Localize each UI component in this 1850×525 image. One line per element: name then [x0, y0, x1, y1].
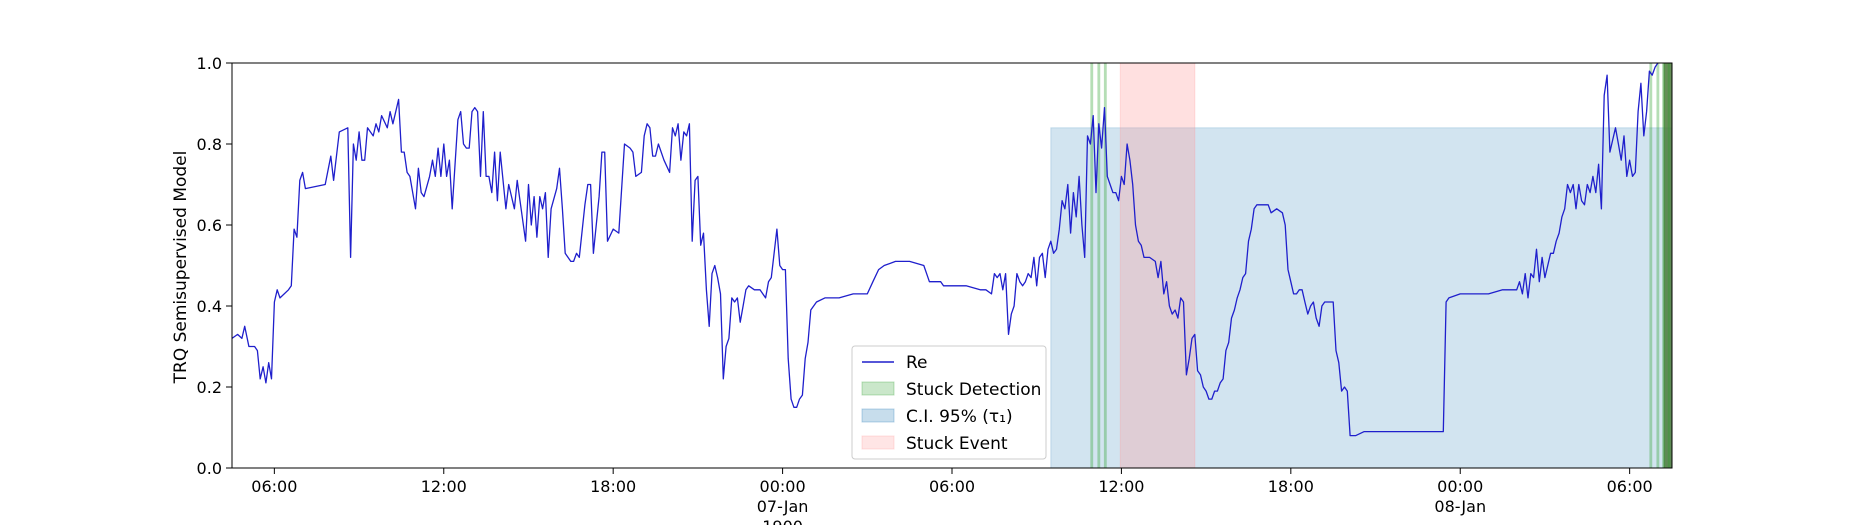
stuck-detection-band — [1103, 63, 1107, 468]
stuck-detection-band — [1656, 63, 1660, 468]
y-tick-label: 0.6 — [197, 216, 222, 235]
y-tick-label: 0.0 — [197, 459, 222, 478]
ci-band — [1050, 127, 1673, 469]
x-tick-label: 07-Jan — [757, 497, 809, 516]
y-tick-label: 0.8 — [197, 135, 222, 154]
x-tick-label: 06:00 — [1607, 477, 1653, 496]
chart-legend: Re Stuck Detection C.I. 95% (τ₁) Stuck Even… — [851, 345, 1047, 460]
legend-swatch — [861, 435, 895, 450]
stuck-detection-band — [1097, 63, 1101, 468]
x-tick-label: 00:00 — [1437, 477, 1483, 496]
x-tick-label: 18:00 — [590, 477, 636, 496]
x-tick-label: 1900 — [762, 517, 803, 525]
legend-label: Re — [906, 353, 928, 373]
series-line-re — [231, 62, 1659, 437]
x-tick-label: 12:00 — [1098, 477, 1144, 496]
stuck-detection-band — [1649, 63, 1653, 468]
y-tick-label: 0.2 — [197, 378, 222, 397]
chart-lines — [231, 62, 1659, 437]
x-tick-label: 00:00 — [760, 477, 806, 496]
x-tick-label: 08-Jan — [1434, 497, 1486, 516]
chart-bands — [1050, 62, 1673, 469]
stuck-detection-dense-band — [1663, 63, 1672, 468]
stuck-detection-band — [1662, 63, 1665, 468]
x-tick-label: 06:00 — [251, 477, 297, 496]
x-tick-label: 06:00 — [929, 477, 975, 496]
chart-axes: 0.00.20.40.60.81.006:00 12:00 18:00 00:0007… — [197, 54, 1673, 525]
stuck-detection-band — [1090, 63, 1094, 468]
stuck-detection-band — [1667, 63, 1670, 468]
legend-label: C.I. 95% (τ₁) — [906, 407, 1013, 427]
legend-swatch — [861, 381, 895, 396]
y-axis-label: TRQ Semisupervised Model — [171, 151, 191, 385]
legend-swatch — [861, 408, 895, 423]
legend-box — [851, 345, 1047, 460]
x-tick-label: 12:00 — [421, 477, 467, 496]
x-tick-label: 18:00 — [1268, 477, 1314, 496]
legend-label: Stuck Event — [906, 434, 1008, 454]
y-tick-label: 0.4 — [197, 297, 222, 316]
legend-label: Stuck Detection — [906, 380, 1041, 400]
stuck-event-band — [1119, 62, 1196, 469]
y-tick-label: 1.0 — [197, 54, 222, 73]
